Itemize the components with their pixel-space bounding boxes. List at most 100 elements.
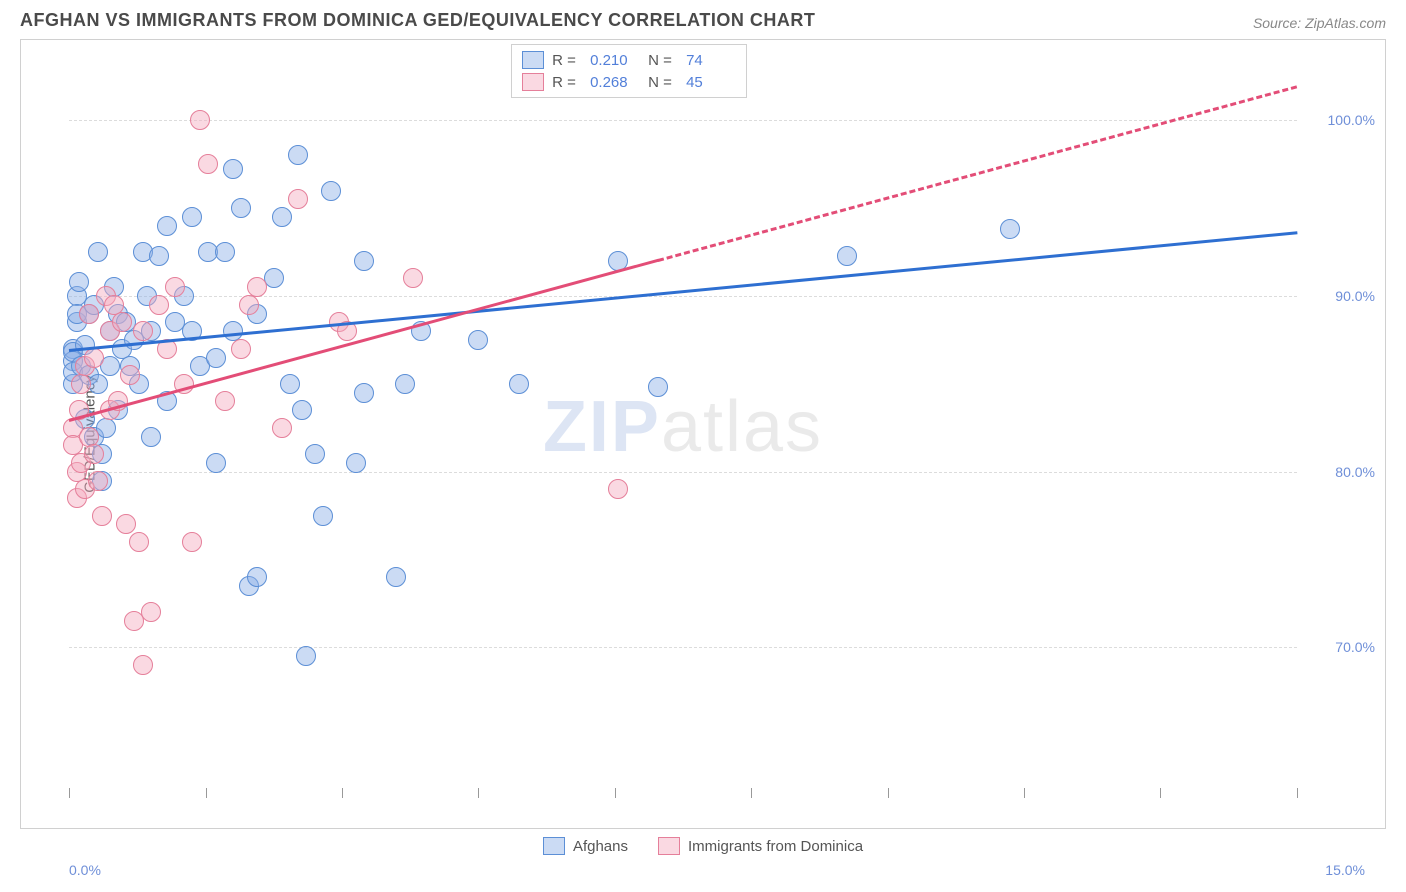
scatter-point-afghans	[386, 567, 406, 587]
bottom-legend-swatch-dominica	[658, 837, 680, 855]
scatter-point-afghans	[837, 246, 857, 266]
scatter-point-afghans	[354, 251, 374, 271]
y-tick-label: 80.0%	[1307, 464, 1375, 480]
scatter-point-afghans	[157, 216, 177, 236]
scatter-point-dominica	[272, 418, 292, 438]
scatter-point-dominica	[88, 471, 108, 491]
scatter-point-afghans	[468, 330, 488, 350]
scatter-point-afghans	[321, 181, 341, 201]
legend-swatch-dominica	[522, 73, 544, 91]
scatter-point-afghans	[247, 567, 267, 587]
scatter-point-dominica	[71, 374, 91, 394]
scatter-point-afghans	[215, 242, 235, 262]
legend-row-dominica: R = 0.268 N = 45	[518, 71, 740, 93]
legend-row-afghans: R = 0.210 N = 74	[518, 49, 740, 71]
scatter-point-dominica	[608, 479, 628, 499]
scatter-point-afghans	[272, 207, 292, 227]
scatter-point-afghans	[648, 377, 668, 397]
gridline-h	[69, 120, 1297, 121]
scatter-point-dominica	[112, 312, 132, 332]
scatter-point-afghans	[509, 374, 529, 394]
scatter-point-afghans	[223, 159, 243, 179]
scatter-point-afghans	[296, 646, 316, 666]
y-tick-label: 70.0%	[1307, 639, 1375, 655]
scatter-point-dominica	[215, 391, 235, 411]
legend-r-label: R =	[552, 74, 582, 91]
scatter-point-dominica	[198, 154, 218, 174]
scatter-point-dominica	[141, 602, 161, 622]
trend-line	[658, 85, 1297, 261]
legend-n-value: 45	[686, 74, 736, 91]
legend-n-value: 74	[686, 52, 736, 69]
x-tick	[888, 788, 889, 798]
x-tick	[1024, 788, 1025, 798]
scatter-point-afghans	[206, 453, 226, 473]
scatter-point-dominica	[149, 295, 169, 315]
scatter-point-afghans	[1000, 219, 1020, 239]
scatter-point-dominica	[133, 655, 153, 675]
series-legend: Afghans Immigrants from Dominica	[0, 829, 1406, 855]
bottom-legend-label: Afghans	[573, 838, 628, 855]
scatter-point-afghans	[292, 400, 312, 420]
scatter-point-afghans	[88, 242, 108, 262]
scatter-point-dominica	[120, 365, 140, 385]
scatter-point-dominica	[182, 532, 202, 552]
legend-swatch-afghans	[522, 51, 544, 69]
x-tick	[751, 788, 752, 798]
legend-r-label: R =	[552, 52, 582, 69]
bottom-legend-item-dominica: Immigrants from Dominica	[658, 837, 863, 855]
scatter-point-afghans	[288, 145, 308, 165]
watermark-atlas: atlas	[661, 387, 823, 467]
correlation-legend: R = 0.210 N = 74 R = 0.268 N = 45	[511, 44, 747, 98]
x-tick	[615, 788, 616, 798]
scatter-point-dominica	[92, 506, 112, 526]
scatter-point-afghans	[141, 427, 161, 447]
legend-n-label: N =	[648, 52, 678, 69]
y-tick-label: 100.0%	[1307, 112, 1375, 128]
x-tick	[69, 788, 70, 798]
scatter-point-afghans	[305, 444, 325, 464]
scatter-point-dominica	[165, 277, 185, 297]
scatter-point-dominica	[190, 110, 210, 130]
scatter-point-dominica	[247, 277, 267, 297]
scatter-point-dominica	[79, 304, 99, 324]
gridline-h	[69, 472, 1297, 473]
bottom-legend-label: Immigrants from Dominica	[688, 838, 863, 855]
watermark-zip: ZIP	[543, 387, 661, 467]
bottom-legend-swatch-afghans	[543, 837, 565, 855]
bottom-legend-item-afghans: Afghans	[543, 837, 628, 855]
scatter-point-afghans	[313, 506, 333, 526]
gridline-h	[69, 647, 1297, 648]
legend-n-label: N =	[648, 74, 678, 91]
scatter-point-afghans	[182, 207, 202, 227]
legend-r-value: 0.210	[590, 52, 640, 69]
scatter-point-dominica	[239, 295, 259, 315]
x-axis-max-label: 15.0%	[1325, 862, 1365, 878]
x-tick	[1297, 788, 1298, 798]
plot-area: ZIPatlas R =0.210N =74R =0.268N =45 70.0…	[69, 50, 1297, 788]
x-tick	[342, 788, 343, 798]
scatter-point-afghans	[346, 453, 366, 473]
x-tick	[478, 788, 479, 798]
scatter-point-dominica	[79, 427, 99, 447]
scatter-point-dominica	[231, 339, 251, 359]
y-tick-label: 90.0%	[1307, 288, 1375, 304]
scatter-point-dominica	[84, 348, 104, 368]
watermark: ZIPatlas	[543, 386, 823, 468]
chart-container: GED/Equivalency ZIPatlas R =0.210N =74R …	[20, 39, 1386, 829]
scatter-point-dominica	[129, 532, 149, 552]
scatter-point-afghans	[149, 246, 169, 266]
scatter-point-afghans	[69, 272, 89, 292]
source-attribution: Source: ZipAtlas.com	[1253, 15, 1386, 31]
x-tick	[1160, 788, 1161, 798]
scatter-point-dominica	[84, 444, 104, 464]
scatter-point-afghans	[231, 198, 251, 218]
legend-r-value: 0.268	[590, 74, 640, 91]
chart-title: AFGHAN VS IMMIGRANTS FROM DOMINICA GED/E…	[20, 10, 815, 31]
scatter-point-afghans	[280, 374, 300, 394]
x-axis-min-label: 0.0%	[69, 862, 101, 878]
scatter-point-afghans	[206, 348, 226, 368]
scatter-point-dominica	[133, 321, 153, 341]
scatter-point-afghans	[354, 383, 374, 403]
scatter-point-dominica	[288, 189, 308, 209]
